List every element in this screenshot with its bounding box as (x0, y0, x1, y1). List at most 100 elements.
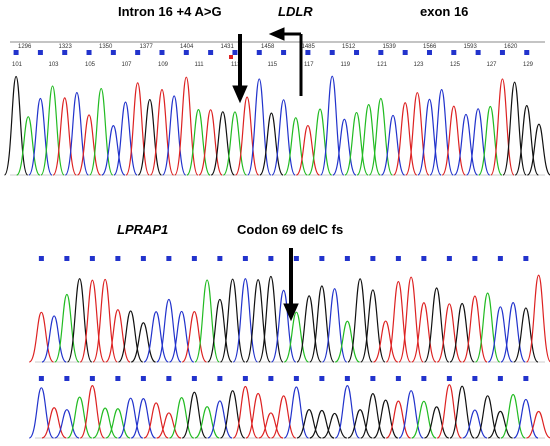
peak (398, 276, 424, 363)
peak (502, 81, 527, 176)
quality-box (319, 256, 325, 261)
peak (417, 98, 442, 176)
peak (475, 395, 501, 439)
quality-box (446, 376, 452, 381)
peak (41, 407, 67, 439)
peak (465, 108, 491, 176)
peak (232, 278, 259, 363)
peak (320, 75, 345, 176)
quality-box (395, 376, 401, 381)
arrow-head (283, 303, 299, 322)
quality-box (242, 256, 248, 261)
quality-box (89, 376, 95, 381)
peak (449, 385, 475, 439)
peak (156, 298, 182, 363)
gene-label: LPRAP1 (117, 222, 168, 237)
peak (130, 398, 156, 439)
quality-box (370, 256, 376, 261)
quality-box (281, 50, 287, 55)
peak (28, 387, 55, 439)
peak (149, 89, 175, 176)
peak (344, 111, 369, 176)
peak (3, 75, 29, 176)
peak (449, 302, 475, 363)
quality-box (305, 50, 311, 55)
position-label: 1593 (464, 44, 478, 50)
position-label: 1431 (221, 44, 235, 50)
quality-box (268, 256, 274, 261)
peak (332, 118, 357, 176)
peak (478, 105, 503, 176)
quality-box (344, 376, 350, 381)
quality-box (378, 50, 384, 55)
base-number: 115 (268, 62, 278, 68)
quality-box (293, 376, 299, 381)
mutation-marker (229, 55, 233, 59)
peak (76, 114, 102, 176)
quality-box (256, 50, 262, 55)
base-number: 101 (12, 62, 23, 68)
base-number: 123 (414, 62, 425, 68)
peak (186, 109, 211, 176)
peak (309, 409, 335, 439)
peak (360, 289, 386, 363)
peak (169, 397, 195, 439)
peak (125, 82, 150, 176)
peak (321, 288, 348, 363)
quality-box (475, 50, 481, 55)
peak (66, 278, 93, 363)
peak (101, 124, 126, 176)
peak (347, 409, 373, 439)
position-label: 1566 (423, 44, 437, 50)
peak (373, 399, 399, 439)
peak (54, 409, 80, 439)
quality-box (523, 256, 529, 261)
peak (207, 400, 233, 439)
peak (194, 279, 220, 363)
position-label: 1512 (342, 44, 356, 50)
quality-box (217, 256, 223, 261)
quality-box (140, 256, 146, 261)
peak (113, 101, 138, 176)
peak (219, 278, 246, 363)
quality-box (319, 376, 325, 381)
peak (411, 302, 437, 363)
peak (347, 278, 373, 363)
peak (194, 406, 220, 439)
peak (143, 311, 169, 363)
quality-box (191, 256, 197, 261)
peak (245, 279, 271, 363)
peak (385, 400, 411, 439)
peak (54, 293, 80, 363)
peak (232, 385, 259, 439)
peak (156, 412, 182, 439)
peak (295, 124, 321, 176)
peak (283, 117, 308, 176)
quality-box (421, 376, 427, 381)
quality-box (191, 376, 197, 381)
position-label: 1377 (140, 44, 154, 50)
peak (245, 392, 271, 439)
quality-box (64, 256, 70, 261)
peak (356, 104, 381, 176)
peak (117, 310, 144, 363)
peak (118, 397, 144, 439)
peak (16, 116, 41, 176)
peak (436, 384, 463, 439)
base-number: 111 (195, 62, 205, 68)
peak (105, 408, 131, 439)
quality-box (232, 50, 238, 55)
quality-box (140, 376, 146, 381)
base-number: 121 (377, 62, 388, 68)
peak (296, 295, 322, 363)
peak (490, 78, 515, 176)
peak (526, 410, 550, 439)
quality-box (268, 376, 274, 381)
peak (219, 390, 246, 439)
quality-box (64, 376, 70, 381)
quality-box (354, 50, 360, 55)
peak (40, 85, 65, 176)
position-label: 1323 (59, 44, 73, 50)
